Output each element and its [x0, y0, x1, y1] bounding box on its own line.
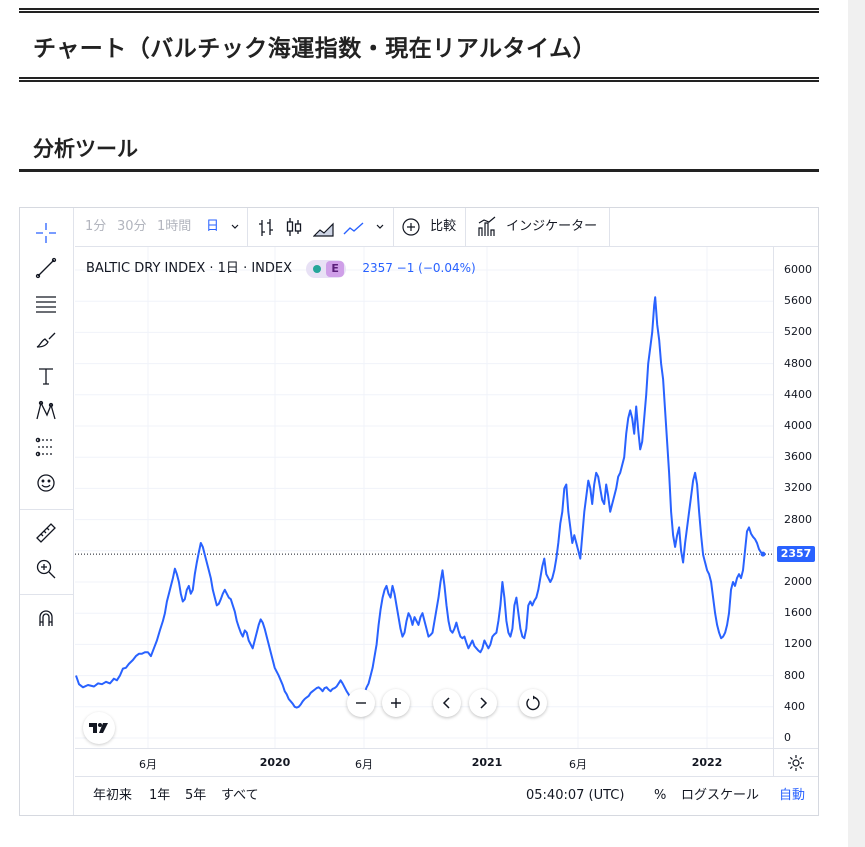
indicators-label: インジケーター: [506, 219, 598, 234]
auto-scale-toggle[interactable]: 自動: [779, 788, 806, 803]
toolbar-divider: [609, 208, 610, 246]
chart-widget: 1分 30分 1時間 日 比較 インジケーター: [19, 207, 819, 816]
y-tick-label: 3600: [784, 450, 812, 464]
range-all[interactable]: すべて: [221, 788, 259, 803]
section-heading: 分析ツール: [33, 137, 138, 161]
chart-settings-gear-icon[interactable]: [773, 748, 818, 776]
x-tick-label: 2021: [471, 756, 503, 769]
compare-label: 比較: [430, 219, 457, 234]
y-tick-label: 4400: [784, 387, 812, 401]
y-tick-label: 6000: [784, 263, 812, 276]
y-tick-label: 4800: [784, 356, 812, 370]
bar-chart-icon[interactable]: [257, 208, 275, 246]
crosshair-icon[interactable]: [33, 220, 59, 246]
text-icon[interactable]: [33, 363, 59, 389]
bottom-toolbar: 年初来 1年 5年 すべて 05:40:07 (UTC) % ログスケール 自動: [75, 776, 818, 815]
toolbar-divider: [20, 594, 73, 595]
market-status-dot: [313, 264, 322, 273]
ruler-icon[interactable]: [33, 520, 59, 546]
legend-exchange: INDEX: [251, 261, 293, 276]
prediction-icon[interactable]: [33, 434, 59, 460]
pattern-icon[interactable]: [33, 398, 59, 424]
scroll-left-button[interactable]: [433, 689, 461, 717]
indicators-button[interactable]: インジケーター: [477, 208, 597, 246]
toolbar-divider: [393, 208, 394, 246]
zoom-out-button[interactable]: [347, 689, 375, 717]
tradingview-logo[interactable]: [83, 712, 115, 744]
y-tick-label: 5600: [784, 294, 812, 308]
page-title: チャート（バルチック海運指数・現在リアルタイム）: [33, 36, 597, 62]
y-tick-label: 0: [784, 731, 791, 744]
line-chart-icon[interactable]: [343, 208, 365, 246]
range-5y[interactable]: 5年: [185, 788, 207, 803]
y-tick-label: 400: [784, 699, 805, 713]
y-tick-label: 800: [784, 668, 805, 682]
percent-toggle[interactable]: %: [654, 788, 667, 803]
compare-button[interactable]: 比較: [401, 208, 456, 246]
interval-1m[interactable]: 1分: [85, 219, 107, 234]
y-tick-label: 1600: [784, 606, 812, 620]
time-axis[interactable]: 6月 2020 6月 2021 6月 2022: [75, 748, 773, 776]
series-line-baltic-dry-index[interactable]: [75, 296, 764, 709]
section-heading-box: 分析ツール: [19, 128, 819, 172]
price-chart[interactable]: [75, 247, 773, 748]
fib-retracement-icon[interactable]: [33, 291, 59, 317]
y-tick-label: 4000: [784, 419, 812, 432]
legend-symbol[interactable]: BALTIC DRY INDEX: [86, 261, 206, 276]
interval-day[interactable]: 日: [206, 219, 220, 234]
x-tick-label: 6月: [569, 758, 587, 771]
price-axis[interactable]: 0400800120016002000240028003200360040004…: [773, 247, 818, 748]
brush-icon[interactable]: [33, 327, 59, 353]
x-tick-label: 6月: [355, 758, 373, 771]
zoom-in-icon[interactable]: [33, 556, 59, 582]
eod-badge: E: [326, 260, 345, 277]
x-tick-label: 2020: [259, 756, 291, 769]
toolbar-divider: [465, 208, 466, 246]
scroll-right-button[interactable]: [469, 689, 497, 717]
y-tick-label: 5200: [784, 325, 812, 339]
chart-type-chevron-icon[interactable]: [375, 208, 385, 246]
range-1y[interactable]: 1年: [149, 788, 171, 803]
reset-chart-button[interactable]: [519, 689, 547, 717]
interval-1h[interactable]: 1時間: [157, 219, 192, 234]
chart-plot-area[interactable]: [75, 247, 773, 748]
x-tick-label: 2022: [691, 756, 723, 769]
interval-dropdown-chevron-icon[interactable]: [230, 208, 240, 246]
magnet-icon[interactable]: [33, 605, 59, 631]
y-tick-label: 3200: [784, 481, 812, 495]
utc-time[interactable]: 05:40:07 (UTC): [526, 788, 625, 803]
last-price-badge: 2357: [777, 546, 815, 563]
zoom-in-button[interactable]: [382, 689, 410, 717]
page-scrollbar[interactable]: [848, 0, 865, 847]
y-tick-label: 1200: [784, 637, 812, 651]
legend-price: 2357 −1 (−0.04%): [362, 261, 476, 275]
interval-30m[interactable]: 30分: [117, 219, 147, 234]
range-ytd[interactable]: 年初来: [93, 788, 133, 803]
chart-legend: BALTIC DRY INDEX · 1日 · INDEX E 2357 −1 …: [86, 259, 476, 278]
trend-line-icon[interactable]: [33, 255, 59, 281]
drawing-toolbar: [20, 208, 74, 815]
last-point-marker: [760, 551, 766, 557]
toolbar-divider: [20, 509, 73, 510]
y-tick-label: 2800: [784, 512, 812, 526]
x-tick-label: 6月: [139, 758, 157, 771]
title-box: チャート（バルチック海運指数・現在リアルタイム）: [19, 8, 819, 82]
top-toolbar: 1分 30分 1時間 日 比較 インジケーター: [75, 208, 818, 247]
candlestick-icon[interactable]: [285, 208, 303, 246]
toolbar-divider: [247, 208, 248, 246]
legend-interval: 1日: [217, 261, 239, 276]
log-scale-toggle[interactable]: ログスケール: [681, 788, 760, 803]
y-tick-label: 2000: [784, 575, 812, 588]
market-status-badge[interactable]: E: [306, 259, 347, 278]
emoji-icon[interactable]: [33, 470, 59, 496]
area-chart-icon[interactable]: [312, 208, 335, 246]
